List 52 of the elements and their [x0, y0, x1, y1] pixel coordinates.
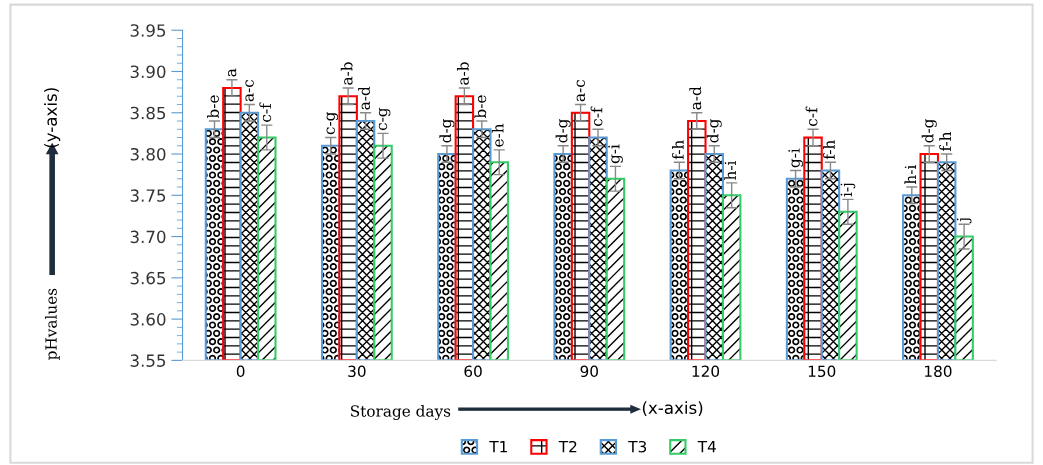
data-label: b-e: [207, 95, 219, 119]
data-label: a: [227, 68, 237, 77]
y-tick-label: 3.60: [130, 313, 166, 326]
data-label: d-g: [921, 119, 937, 143]
data-label: d-g: [706, 119, 722, 143]
data-label: h-i: [724, 160, 736, 180]
data-label: a-d: [358, 86, 370, 110]
text: (x-axis): [642, 401, 703, 416]
y-tick-label: 3.90: [130, 65, 166, 79]
data-label: c-f: [805, 106, 818, 127]
y-tick-label: 3.65: [130, 271, 166, 285]
y-tick-label: 3.95: [130, 24, 166, 37]
data-label: c-g: [326, 112, 339, 135]
data-label: d-g: [439, 119, 455, 143]
x-tick-label: 180: [925, 365, 952, 378]
data-label: g-i: [788, 148, 803, 168]
x-tick-label: 90: [580, 365, 598, 378]
data-label: c-f: [259, 102, 272, 122]
legend-label: T3: [628, 440, 647, 453]
data-label: a-b: [456, 62, 469, 85]
data-label: f-h: [671, 140, 684, 160]
x-tick-label: 30: [348, 365, 366, 378]
data-label: a-c: [245, 79, 254, 102]
y-axis-title: pHvalues: [44, 288, 60, 360]
x-tick-label: 150: [808, 365, 836, 378]
x-tick-label: 60: [464, 365, 482, 378]
data-label: a-d: [689, 86, 702, 110]
data-label: h-i: [904, 165, 917, 185]
x-tick-label: 0: [236, 365, 245, 378]
data-label: g-i: [608, 144, 623, 164]
data-label: d-g: [555, 119, 571, 143]
data-label: a-b: [340, 62, 353, 85]
data-label: e-h: [491, 123, 504, 147]
legend-label: T1: [489, 441, 507, 453]
y-tick-label: 3.70: [130, 230, 166, 244]
data-label: c-g: [378, 107, 391, 131]
y-tick-label: 3.75: [130, 189, 166, 202]
data-label: b-e: [474, 95, 487, 119]
y-tick-label: 3.55: [130, 354, 166, 367]
legend-label: T2: [558, 440, 577, 453]
y-tick-label: 3.80: [130, 147, 166, 161]
text: (y-axis): [44, 88, 61, 148]
data-label: a-c: [576, 79, 586, 102]
data-label: j: [956, 218, 972, 224]
data-label: f-h: [939, 131, 951, 151]
x-tick-label: 120: [692, 365, 720, 378]
data-label: i-j: [840, 183, 856, 197]
x-axis-title: Storage days: [351, 404, 451, 420]
data-label: c-f: [590, 106, 603, 127]
data-label: f-h: [823, 140, 835, 160]
legend-label: T4: [697, 441, 716, 453]
y-tick-label: 3.85: [130, 106, 166, 120]
